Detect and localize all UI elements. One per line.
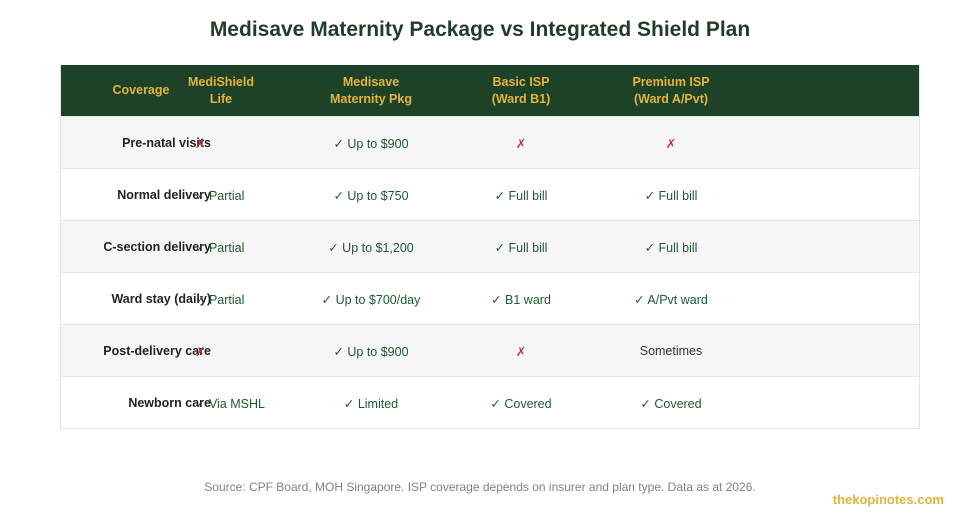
table-header: Coverage MediShield Life Medisave Matern… <box>61 65 919 116</box>
table-cell: ✗ <box>665 136 677 151</box>
header-basic-isp: Basic ISP (Ward B1) <box>491 74 551 106</box>
table-row: Post-delivery care ✗ ✓ Up to $900 ✗ Sometime… <box>61 324 919 376</box>
table-row: Newborn care ✓ Via MSHL ✓ Limited ✓ Covered… <box>61 376 919 428</box>
row-label: C-section delivery <box>103 240 211 254</box>
source-note: Source: CPF Board, MOH Singapore. ISP co… <box>204 480 756 494</box>
brand-watermark: thekopinotes.com <box>832 492 944 507</box>
table-row: Ward stay (daily) ✓ Partial ✓ Up to $700/d… <box>61 272 919 324</box>
table-cell: ✓ Up to $750 <box>333 188 409 203</box>
header-medisave-maternity: Medisave Maternity Pkg <box>330 74 412 106</box>
table-cell: ✓ Full bill <box>494 188 548 203</box>
table-cell: ✗ <box>515 136 527 151</box>
table-cell: ✓ Up to $1,200 <box>328 240 414 255</box>
table-cell: ✓ Partial <box>195 188 245 203</box>
table-cell: ✓ Covered <box>490 396 552 411</box>
table-cell: ✓ Full bill <box>494 240 548 255</box>
page-title: Medisave Maternity Package vs Integrated… <box>209 18 751 41</box>
table-cell: ✓ Up to $900 <box>333 136 409 151</box>
table-cell: ✓ Partial <box>195 292 245 307</box>
table-cell: ✓ A/Pvt ward <box>634 292 708 307</box>
table-row: Normal delivery ✓ Partial ✓ Up to $750 ✓ Fu… <box>61 168 919 220</box>
table-cell: ✓ Partial <box>195 240 245 255</box>
table-cell: ✓ Covered <box>640 396 702 411</box>
table-cell: Sometimes <box>639 344 703 358</box>
header-medishield-life: MediShield Life <box>188 74 254 106</box>
comparison-table: Coverage MediShield Life Medisave Matern… <box>60 65 920 429</box>
table-cell: ✓ Up to $900 <box>333 344 409 359</box>
table-cell: ✓ Via MSHL <box>195 396 265 411</box>
table-cell: ✓ B1 ward <box>491 292 551 307</box>
table-cell: ✓ Limited <box>343 396 399 411</box>
row-label: Ward stay (daily) <box>111 292 211 306</box>
table-cell: ✓ Full bill <box>644 188 698 203</box>
header-coverage: Coverage <box>112 83 170 97</box>
table-cell: ✗ <box>195 136 206 151</box>
row-label: Normal delivery <box>117 188 211 202</box>
row-label: Newborn care <box>128 396 211 410</box>
table-row: C-section delivery ✓ Partial ✓ Up to $1,20… <box>61 220 919 272</box>
header-premium-isp: Premium ISP (Ward A/Pvt) <box>632 74 710 106</box>
table-cell: ✗ <box>515 344 527 359</box>
table-cell: ✗ <box>195 344 206 359</box>
row-label: Post-delivery care <box>103 344 211 358</box>
table-cell: ✓ Full bill <box>644 240 698 255</box>
table-row: Pre-natal visits ✗ ✓ Up to $900 ✗ ✗ <box>61 116 919 168</box>
row-label: Pre-natal visits <box>122 136 211 150</box>
table-cell: ✓ Up to $700/day <box>321 292 421 307</box>
